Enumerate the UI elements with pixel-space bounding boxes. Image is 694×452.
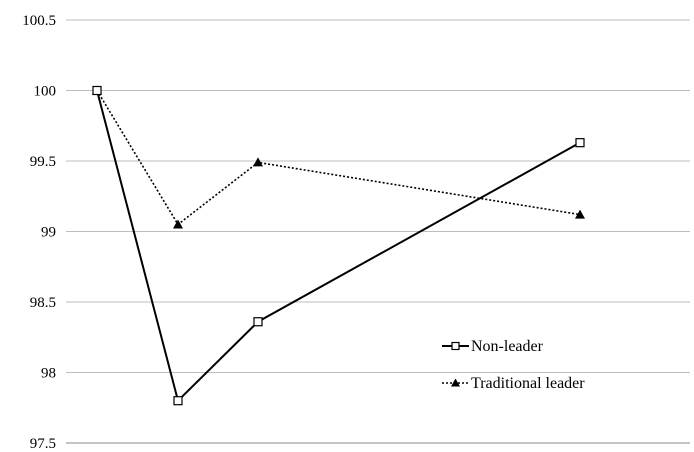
y-tick-label: 99 [41, 225, 56, 241]
y-axis-tick-labels: 100.5 100 99.5 99 98.5 98 97.5 [22, 13, 56, 452]
series-group [92, 85, 585, 406]
data-point [575, 138, 585, 148]
gridlines [66, 19, 690, 373]
data-point [173, 219, 183, 229]
data-point [575, 209, 585, 219]
legend-swatch-marker [451, 341, 460, 351]
series-traditional-leader [92, 85, 585, 229]
data-point [173, 396, 183, 406]
y-tick-label: 98 [41, 366, 56, 382]
data-point [92, 85, 102, 96]
series-non-leader [92, 85, 585, 406]
legend-swatch-marker [451, 378, 460, 387]
y-tick-label: 99.5 [30, 154, 56, 170]
legend-label: Traditional leader [471, 375, 585, 392]
y-tick-label: 98.5 [30, 295, 56, 311]
y-tick-label: 100.5 [22, 13, 56, 29]
data-point [253, 317, 263, 327]
y-tick-label: 100 [34, 84, 57, 100]
legend-item: Traditional leader [442, 375, 585, 392]
series-line [96, 90, 581, 226]
legend-item: Non-leader [442, 338, 544, 355]
y-tick-label: 97.5 [30, 436, 56, 452]
legend: Non-leader Traditional leader [442, 338, 585, 392]
series-line [96, 90, 581, 403]
data-point [253, 157, 263, 167]
legend-label: Non-leader [471, 338, 544, 355]
